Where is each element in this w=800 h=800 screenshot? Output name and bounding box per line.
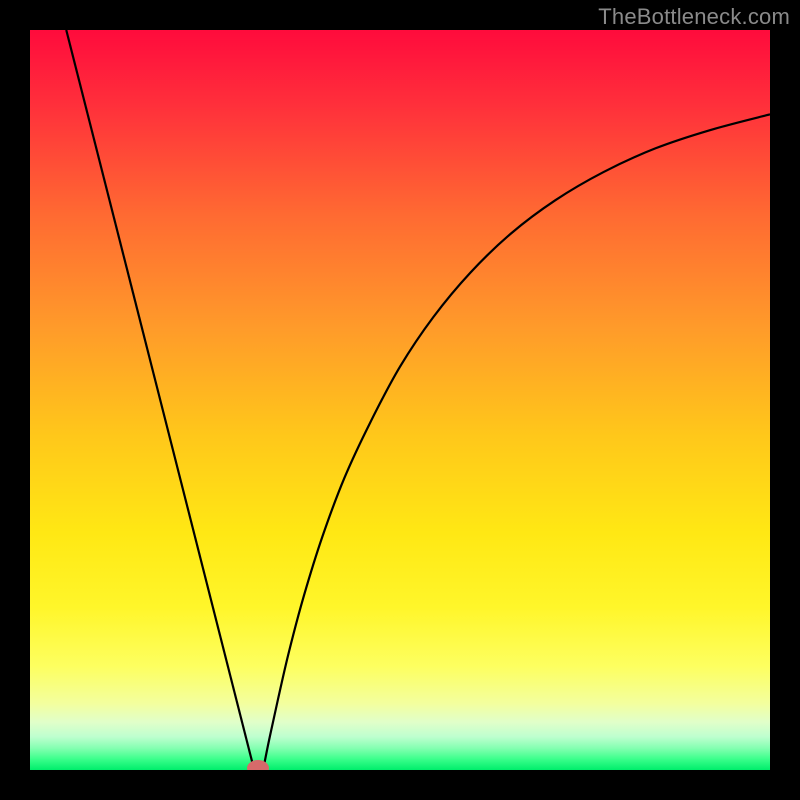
curve-right-branch <box>263 114 770 770</box>
minimum-marker <box>247 760 269 770</box>
curve-left-branch <box>66 30 254 770</box>
watermark-text: TheBottleneck.com <box>598 4 790 30</box>
plot-frame <box>30 30 770 770</box>
bottleneck-curve <box>30 30 770 770</box>
plot-area <box>30 30 770 770</box>
